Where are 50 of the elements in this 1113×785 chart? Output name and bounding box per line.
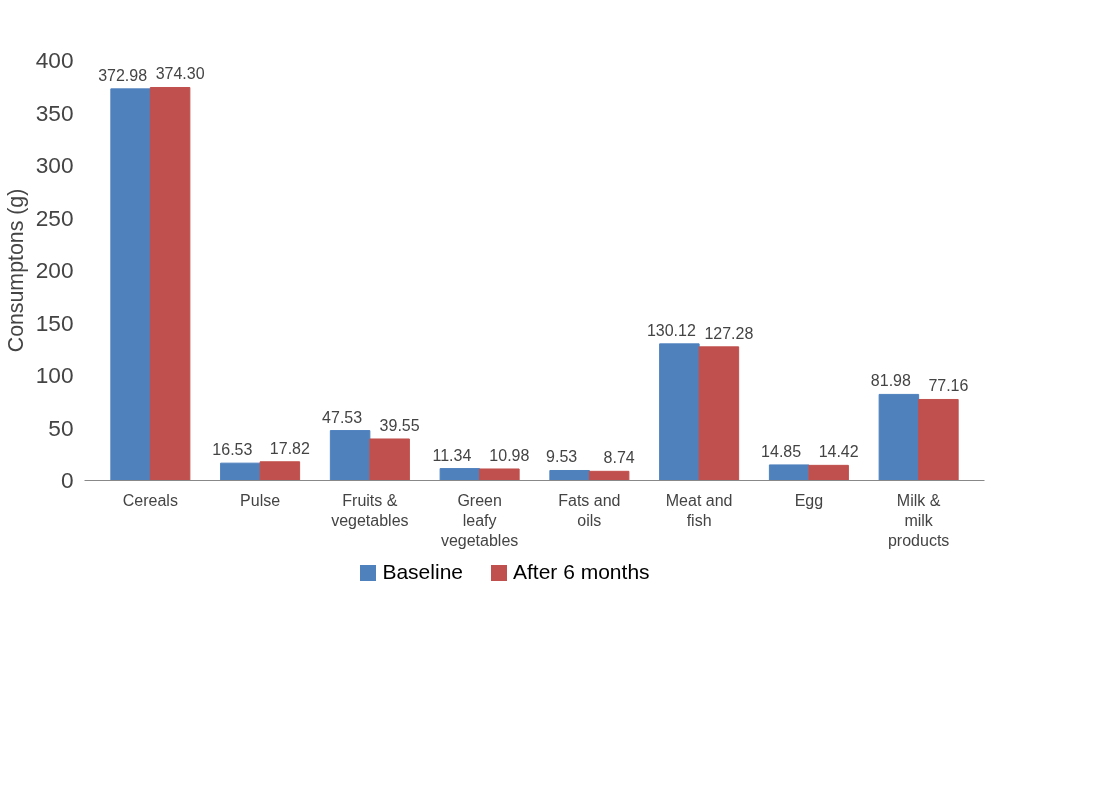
bar [588, 470, 630, 481]
y-tick-label: 350 [35, 99, 74, 126]
bar [110, 88, 151, 481]
x-tick-label: Cereals [122, 491, 178, 509]
data-label: 127.28 [704, 324, 754, 342]
bar [479, 468, 520, 481]
bar [808, 464, 849, 481]
x-tick-label: Green leafy vegetables [440, 491, 519, 550]
data-label: 130.12 [646, 321, 696, 339]
data-label: 81.98 [870, 372, 912, 390]
bar [549, 469, 590, 481]
data-label: 47.53 [322, 408, 363, 426]
data-label: 14.42 [818, 443, 859, 461]
bar [149, 86, 191, 481]
y-tick-label: 200 [35, 257, 74, 283]
x-tick-label: Pulse [240, 491, 281, 509]
data-label: 16.53 [212, 441, 253, 459]
bar [659, 343, 700, 481]
data-label: 14.85 [761, 442, 802, 460]
data-label: 9.53 [546, 448, 578, 466]
x-tick-label: Milk & milk products [887, 491, 950, 550]
y-tick-label: 250 [35, 204, 74, 231]
data-label: 374.30 [155, 65, 205, 83]
y-axis-title: Consumptons (g) [3, 188, 28, 353]
data-label: 39.55 [379, 416, 420, 434]
y-tick-label: 100 [35, 362, 74, 388]
data-label: 8.74 [603, 449, 635, 467]
data-label: 10.98 [489, 446, 530, 464]
bar [698, 346, 740, 481]
bar [878, 393, 920, 481]
y-tick-label: 50 [48, 414, 74, 441]
y-tick-label: 300 [35, 152, 74, 178]
bar [259, 461, 301, 481]
x-tick-label: Fruits & vegetables [331, 491, 409, 529]
bar [768, 464, 810, 481]
x-tick-label: Fats and oils [558, 491, 621, 529]
data-label: 372.98 [98, 66, 148, 84]
y-tick-label: 400 [35, 47, 74, 73]
x-tick-label: Meat and fish [665, 491, 733, 529]
x-tick-label: Egg [794, 491, 824, 509]
bar [369, 438, 410, 481]
bar [329, 430, 371, 481]
bar [439, 468, 481, 481]
data-label: 77.16 [928, 377, 969, 395]
data-label: 17.82 [269, 439, 310, 457]
y-tick-label: 150 [35, 309, 74, 336]
y-tick-label: 0 [60, 467, 74, 493]
bar [220, 462, 261, 481]
data-label: 11.34 [432, 446, 472, 464]
bar [918, 398, 959, 481]
